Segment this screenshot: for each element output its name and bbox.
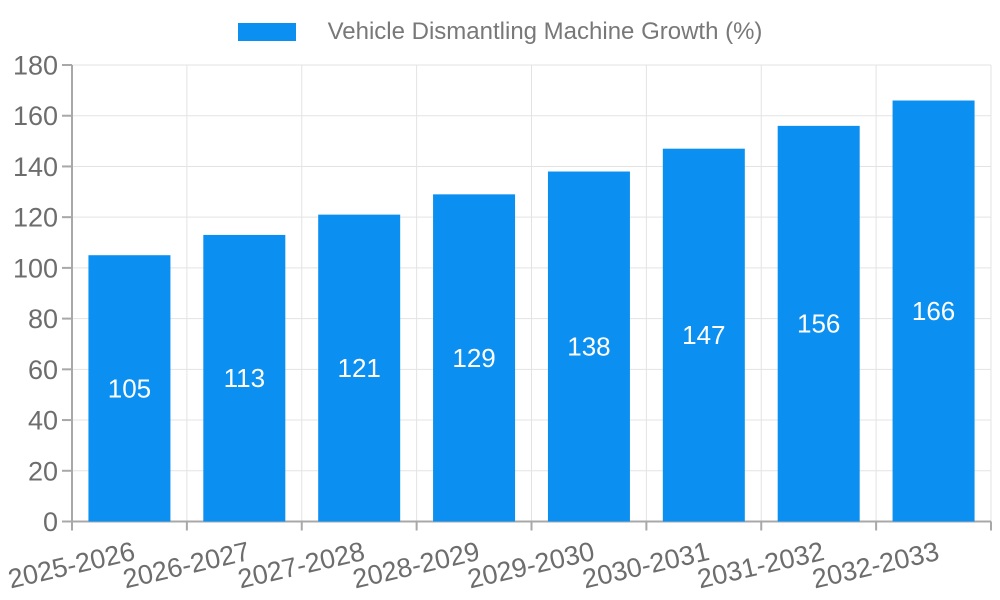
- y-tick-label: 60: [28, 355, 58, 385]
- bar-value-label: 147: [682, 320, 725, 350]
- bar[interactable]: [777, 125, 860, 522]
- bar[interactable]: [547, 171, 630, 522]
- y-tick-label: 100: [13, 253, 58, 283]
- bar-value-label: 166: [912, 296, 955, 326]
- x-tick-label: 2028-2029: [350, 536, 483, 594]
- bar[interactable]: [318, 214, 401, 522]
- chart-legend[interactable]: Vehicle Dismantling Machine Growth (%): [0, 18, 1000, 46]
- x-tick-label: 2027-2028: [235, 536, 368, 594]
- bar[interactable]: [88, 255, 171, 522]
- x-tick-label: 2026-2027: [120, 536, 253, 594]
- x-tick-label: 2025-2026: [5, 536, 138, 594]
- y-tick-label: 180: [13, 51, 58, 81]
- bar[interactable]: [892, 100, 975, 522]
- y-tick-label: 40: [28, 406, 58, 436]
- y-tick-label: 80: [28, 304, 58, 334]
- legend-label: Vehicle Dismantling Machine Growth (%): [327, 18, 763, 45]
- bar-value-label: 113: [224, 363, 265, 393]
- bar-value-label: 121: [337, 353, 380, 383]
- y-tick-label: 0: [43, 507, 58, 537]
- bar-value-label: 129: [452, 343, 495, 373]
- x-tick-label: 2030-2031: [580, 536, 713, 594]
- bar-value-label: 138: [567, 332, 610, 362]
- y-tick-label: 120: [13, 203, 58, 233]
- bar-value-label: 105: [108, 373, 151, 403]
- x-tick-label: 2031-2032: [694, 536, 827, 594]
- y-tick-label: 160: [13, 101, 58, 131]
- y-tick-label: 140: [13, 152, 58, 182]
- bar[interactable]: [662, 148, 745, 522]
- legend-swatch-icon: [237, 23, 296, 41]
- y-tick-label: 20: [28, 456, 58, 486]
- bar[interactable]: [433, 194, 516, 522]
- x-tick-label: 2032-2033: [809, 536, 942, 594]
- bar[interactable]: [203, 234, 286, 522]
- x-tick-label: 2029-2030: [465, 536, 598, 594]
- bar-value-label: 156: [797, 309, 840, 339]
